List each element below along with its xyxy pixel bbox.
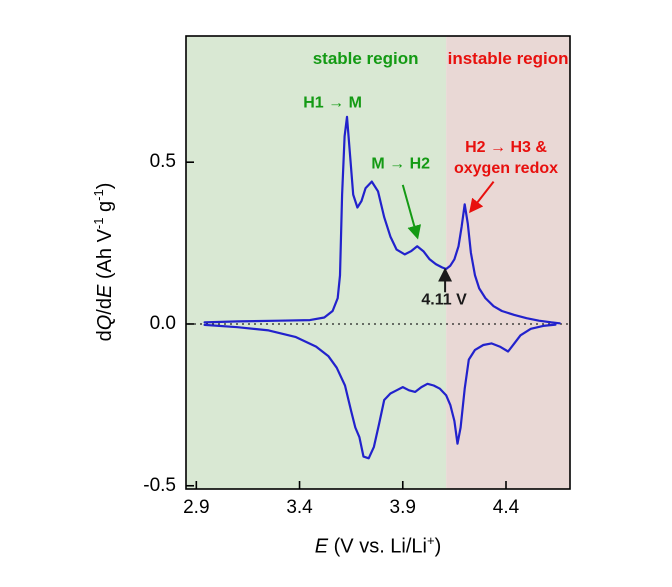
stable-region-label: stable region — [312, 48, 419, 68]
instable-region-fill — [446, 36, 570, 489]
y-tick-label: 0.5 — [149, 151, 176, 173]
annotation-m-to-h2: M → H2 — [371, 156, 431, 174]
y-axis-label: dQ/dE (Ah V-1 g-1) — [91, 183, 117, 342]
annotation-arrow — [401, 184, 422, 240]
x-label-part: ) — [434, 535, 442, 558]
y-label-part: ) — [93, 182, 116, 190]
x-axis-label: E (V vs. Li/Li+) — [315, 533, 442, 559]
x-label-part: (V vs. Li/Li — [328, 535, 427, 558]
discharge-curve — [203, 323, 557, 460]
stable-region-fill — [186, 36, 447, 489]
annotation-h1-to-m: H1 → M — [303, 94, 362, 112]
x-tick-label: 2.9 — [183, 497, 210, 518]
y-tick-label: 0.0 — [149, 312, 176, 334]
annotation-h2-to-h3-oxygen-redox: H2 → H3 & oxygen redox — [453, 139, 559, 177]
x-tick-label: 3.4 — [286, 497, 313, 518]
annotation-arrow — [469, 180, 495, 214]
y-label-part: E — [93, 284, 116, 299]
y-label-part: d — [93, 330, 116, 342]
x-label-superscript: + — [427, 533, 435, 548]
axes-frame — [185, 35, 571, 490]
x-tick-label: 4.4 — [492, 497, 520, 518]
y-label-part: g — [93, 200, 116, 218]
y-label-part: Q — [93, 314, 116, 331]
charge-curve — [203, 115, 561, 325]
y-label-superscript: -1 — [91, 189, 107, 201]
y-label-part: (Ah V — [93, 229, 116, 285]
annotation-4-11-v: 4.11 V — [421, 291, 467, 309]
x-tick-label: 3.9 — [389, 497, 416, 518]
y-label-part: /d — [93, 298, 116, 315]
y-label-superscript: -1 — [91, 217, 107, 230]
instable-region-label: instable region — [447, 48, 569, 68]
x-label-part: E — [314, 535, 329, 558]
y-tick-label: -0.5 — [143, 474, 176, 496]
